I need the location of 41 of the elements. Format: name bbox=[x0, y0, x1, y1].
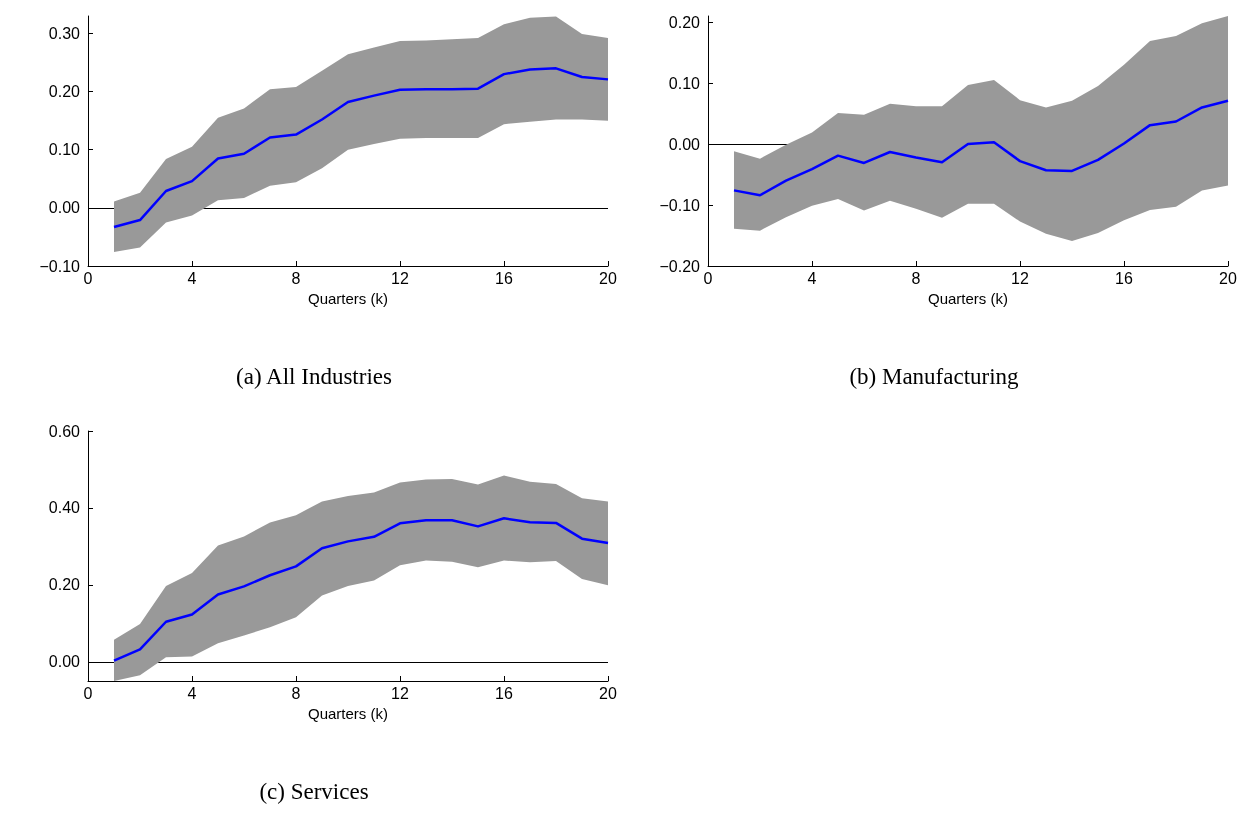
y-tick-label: 0.00 bbox=[48, 199, 81, 217]
x-tick-label: 0 bbox=[83, 684, 93, 702]
y-tick-label: 0.40 bbox=[48, 499, 81, 517]
y-tick-label: 0.20 bbox=[48, 83, 81, 101]
line-series bbox=[732, 99, 1230, 197]
x-tick-label: 20 bbox=[599, 684, 617, 702]
x-tick-label: 12 bbox=[391, 269, 409, 287]
x-tick-label: 20 bbox=[1219, 269, 1237, 287]
x-tick-label: 16 bbox=[495, 684, 513, 702]
x-tick-label: 8 bbox=[291, 684, 301, 702]
line-series bbox=[112, 517, 610, 662]
y-tick-label: 0.10 bbox=[668, 74, 701, 92]
x-tick-label: 20 bbox=[599, 269, 617, 287]
y-tick-label: 0.00 bbox=[48, 653, 81, 671]
x-tick-label: 4 bbox=[807, 269, 817, 287]
y-tick-label: 0.10 bbox=[48, 141, 81, 159]
x-axis-title: Quarters (k) bbox=[307, 289, 389, 307]
y-tick-label: 0.00 bbox=[668, 135, 701, 153]
y-tick-label: 0.30 bbox=[48, 24, 81, 42]
x-tick-label: 0 bbox=[83, 269, 93, 287]
y-tick-label: −0.10 bbox=[659, 196, 701, 214]
x-tick-label: 16 bbox=[495, 269, 513, 287]
x-tick-label: 8 bbox=[911, 269, 921, 287]
x-tick-label: 0 bbox=[703, 269, 713, 287]
text: (c) Services bbox=[259, 779, 369, 804]
x-tick-label: 4 bbox=[187, 269, 197, 287]
x-tick-label: 12 bbox=[1011, 269, 1029, 287]
x-axis-title: Quarters (k) bbox=[307, 704, 389, 722]
x-tick-label: 12 bbox=[391, 684, 409, 702]
y-tick-label: 0.60 bbox=[48, 422, 81, 440]
y-tick-label: −0.20 bbox=[659, 257, 701, 275]
text: (a) All Industries bbox=[236, 364, 392, 389]
y-tick-label: 0.20 bbox=[48, 576, 81, 594]
text: (b) Manufacturing bbox=[849, 364, 1020, 389]
x-tick-label: 16 bbox=[1115, 269, 1133, 287]
x-tick-label: 8 bbox=[291, 269, 301, 287]
line-series bbox=[112, 67, 610, 229]
y-tick-label: −0.10 bbox=[39, 257, 81, 275]
x-axis-title: Quarters (k) bbox=[927, 289, 1009, 307]
x-tick-label: 4 bbox=[187, 684, 197, 702]
y-tick-label: 0.20 bbox=[668, 13, 701, 31]
